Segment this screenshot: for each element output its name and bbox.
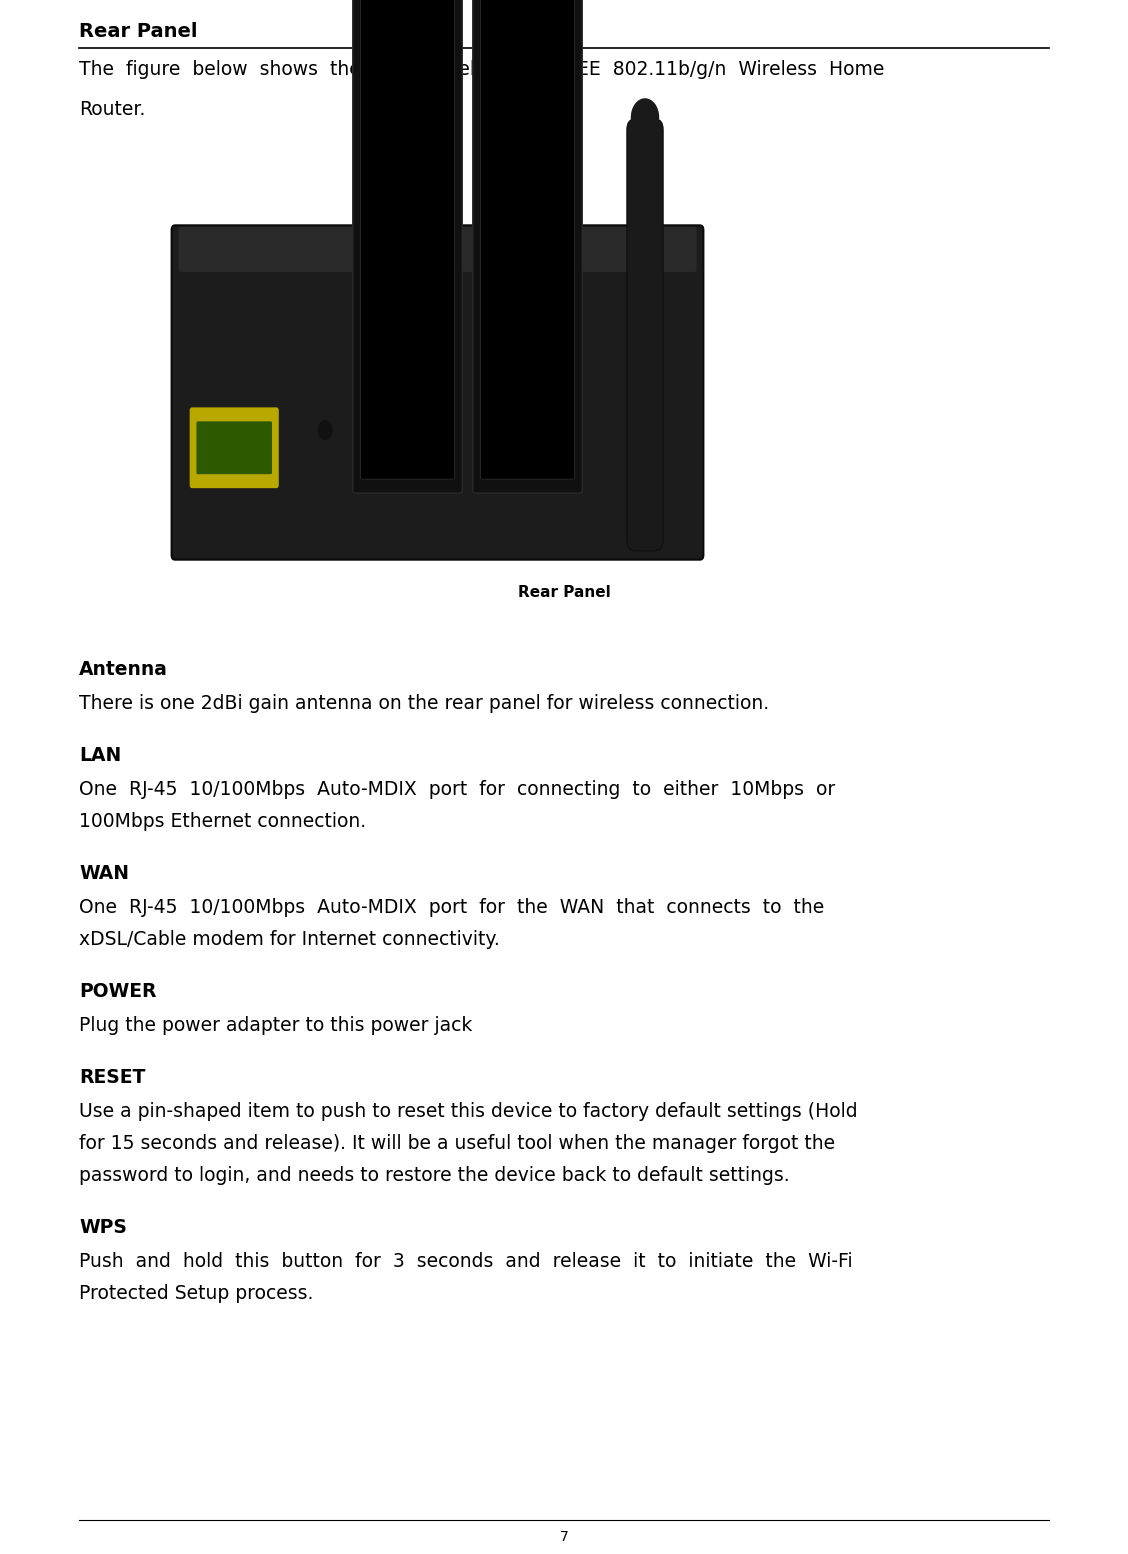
FancyBboxPatch shape [473, 0, 582, 493]
FancyBboxPatch shape [171, 225, 704, 559]
Text: One  RJ-45  10/100Mbps  Auto-MDIX  port  for  connecting  to  either  10Mbps  or: One RJ-45 10/100Mbps Auto-MDIX port for … [79, 780, 835, 799]
FancyBboxPatch shape [178, 227, 697, 272]
Text: 100Mbps Ethernet connection.: 100Mbps Ethernet connection. [79, 813, 367, 831]
Text: The  figure  below  shows  the  rear  panel  of  the  IEEE  802.11b/g/n  Wireles: The figure below shows the rear panel of… [79, 61, 884, 79]
FancyBboxPatch shape [190, 407, 279, 488]
Text: password to login, and needs to restore the device back to default settings.: password to login, and needs to restore … [79, 1166, 790, 1186]
FancyBboxPatch shape [481, 0, 574, 479]
Circle shape [318, 421, 332, 440]
Text: Plug the power adapter to this power jack: Plug the power adapter to this power jac… [79, 1016, 473, 1035]
Text: Rear Panel: Rear Panel [79, 22, 197, 40]
Text: One  RJ-45  10/100Mbps  Auto-MDIX  port  for  the  WAN  that  connects  to  the: One RJ-45 10/100Mbps Auto-MDIX port for … [79, 898, 825, 917]
Text: 7: 7 [559, 1531, 569, 1545]
Text: Push  and  hold  this  button  for  3  seconds  and  release  it  to  initiate  : Push and hold this button for 3 seconds … [79, 1253, 853, 1271]
Text: Use a pin-shaped item to push to reset this device to factory default settings (: Use a pin-shaped item to push to reset t… [79, 1102, 857, 1120]
FancyBboxPatch shape [627, 120, 663, 550]
Text: RESET: RESET [79, 1068, 146, 1086]
Text: LAN: LAN [79, 746, 121, 765]
Text: for 15 seconds and release). It will be a useful tool when the manager forgot th: for 15 seconds and release). It will be … [79, 1134, 835, 1153]
FancyBboxPatch shape [353, 0, 462, 493]
Text: Protected Setup process.: Protected Setup process. [79, 1284, 314, 1302]
Text: Rear Panel: Rear Panel [518, 584, 610, 600]
Text: WPS: WPS [79, 1218, 126, 1237]
Text: Antenna: Antenna [79, 660, 168, 679]
Text: POWER: POWER [79, 982, 157, 1001]
Circle shape [632, 99, 659, 137]
Text: There is one 2dBi gain antenna on the rear panel for wireless connection.: There is one 2dBi gain antenna on the re… [79, 695, 769, 713]
Text: Router.: Router. [79, 99, 146, 120]
FancyBboxPatch shape [361, 0, 455, 479]
FancyBboxPatch shape [196, 421, 272, 474]
Text: xDSL/Cable modem for Internet connectivity.: xDSL/Cable modem for Internet connectivi… [79, 929, 500, 949]
Text: WAN: WAN [79, 864, 129, 883]
